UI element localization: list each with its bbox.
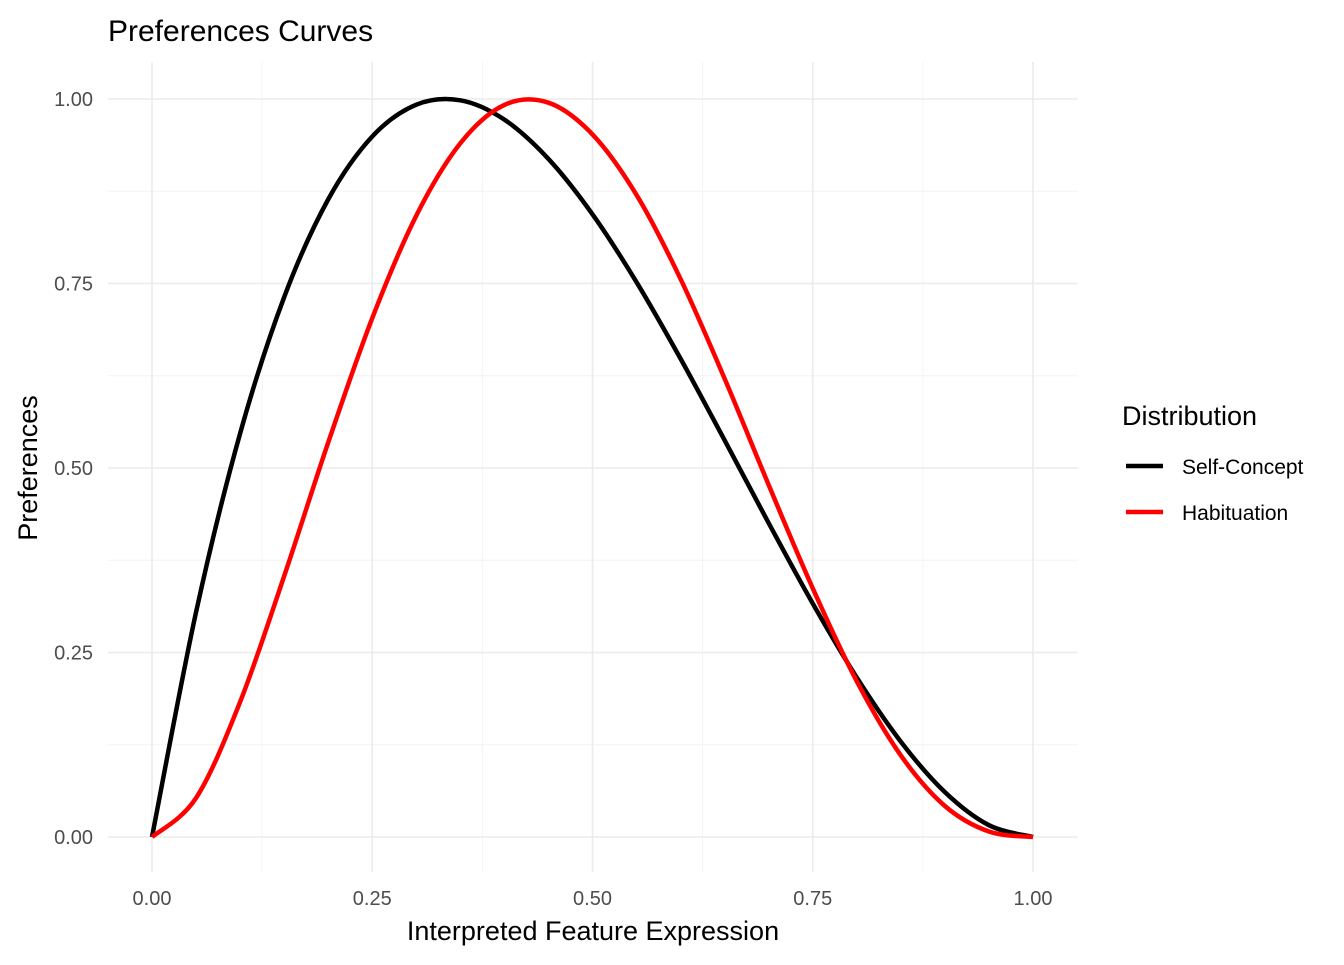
x-tick-label: 0.00: [133, 888, 172, 910]
y-tick-label: 0.50: [54, 458, 93, 480]
y-tick-label: 0.00: [54, 827, 93, 849]
y-axis-ticks: 0.00 0.25 0.50 0.75 1.00: [54, 89, 93, 849]
series-line-self-concept: [149, 96, 1034, 840]
legend-item: Habituation: [1126, 502, 1288, 525]
x-tick-label: 0.50: [573, 888, 612, 910]
y-tick-label: 1.00: [54, 89, 93, 111]
x-axis-title: Interpreted Feature Expression: [407, 916, 779, 946]
gridlines: [108, 62, 1078, 872]
x-tick-label: 1.00: [1014, 888, 1053, 910]
series-lines: [149, 96, 1034, 840]
legend-title: Distribution: [1122, 401, 1257, 431]
legend-label: Self-Concept: [1182, 456, 1304, 479]
y-tick-label: 0.25: [54, 643, 93, 665]
chart-title: Preferences Curves: [108, 15, 373, 48]
series-line-habituation: [150, 97, 1034, 840]
x-axis-ticks: 0.00 0.25 0.50 0.75 1.00: [133, 888, 1053, 910]
legend-item: Self-Concept: [1126, 456, 1304, 479]
legend-label: Habituation: [1182, 502, 1288, 525]
x-tick-label: 0.75: [793, 888, 832, 910]
x-tick-label: 0.25: [353, 888, 392, 910]
y-tick-label: 0.75: [54, 274, 93, 296]
legend: Distribution Self-Concept Habituation: [1122, 401, 1304, 525]
y-axis-title: Preferences: [13, 395, 43, 541]
